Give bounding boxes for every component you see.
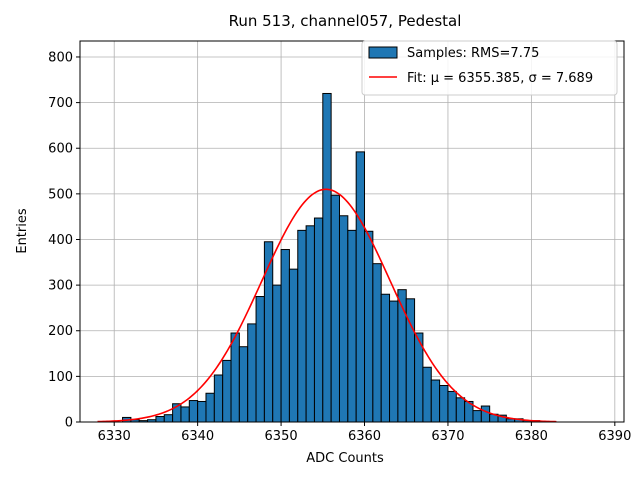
histogram-bar [397, 289, 407, 423]
histogram-bar [330, 194, 340, 423]
histogram-bar [155, 416, 165, 423]
fit-curve-layer [97, 188, 557, 423]
histogram-bar [389, 300, 399, 423]
legend-label-samples: Samples: RMS=7.75 [407, 46, 539, 61]
chart-title: Run 513, channel057, Pedestal [229, 12, 462, 30]
histogram-bars [122, 92, 541, 423]
histogram-bar [197, 400, 207, 423]
histogram-bar [338, 215, 349, 423]
y-tick-label: 100 [48, 370, 73, 385]
histogram-bar [297, 229, 307, 423]
y-tick-label: 200 [48, 324, 73, 339]
histogram-bar [247, 323, 257, 423]
histogram-bar [188, 400, 199, 423]
histogram-bar [238, 346, 249, 423]
histogram-bar [313, 217, 324, 423]
histogram-bar [230, 332, 240, 423]
histogram-bar [263, 241, 274, 423]
x-tick-label: 6340 [181, 429, 214, 444]
legend-box [361, 40, 618, 96]
histogram-bar [422, 366, 432, 423]
legend: Samples: RMS=7.75 Fit: μ = 6355.385, σ =… [361, 40, 618, 96]
y-axis: 0 100 200 300 400 500 600 700 800 [48, 50, 80, 431]
y-tick-label: 0 [65, 416, 73, 431]
x-tick-label: 6350 [265, 429, 298, 444]
histogram-bar [272, 284, 282, 423]
x-tick-label: 6330 [98, 429, 131, 444]
histogram-bar [372, 263, 382, 423]
histogram-bar [439, 384, 449, 423]
x-axis-label: ADC Counts [306, 451, 384, 466]
legend-swatch-samples [368, 46, 398, 59]
histogram-bar [472, 410, 482, 423]
y-tick-label: 800 [48, 50, 73, 65]
histogram-bar [205, 392, 215, 423]
histogram-bar [364, 230, 374, 423]
x-tick-label: 6370 [431, 429, 464, 444]
legend-label-fit: Fit: μ = 6355.385, σ = 7.689 [407, 71, 593, 86]
y-tick-label: 400 [48, 233, 73, 248]
y-tick-label: 500 [48, 187, 73, 202]
histogram-bar [455, 397, 466, 423]
histogram-bar [305, 225, 315, 423]
histogram-bar [355, 151, 366, 423]
histogram-bar [180, 406, 190, 423]
histogram-bar [430, 379, 441, 423]
y-axis-label: Entries [15, 208, 30, 254]
histogram-bar [322, 92, 332, 423]
x-tick-label: 6390 [598, 429, 631, 444]
histogram-bar [255, 296, 265, 423]
histogram-bar [480, 405, 491, 423]
y-tick-label: 600 [48, 142, 73, 157]
histogram-bar [288, 268, 299, 423]
histogram-bar [380, 293, 391, 423]
histogram-bar [347, 229, 357, 423]
histogram-bar [222, 359, 232, 423]
histogram-bar [447, 390, 457, 423]
x-tick-label: 6380 [515, 429, 548, 444]
histogram-bar [213, 374, 224, 423]
y-tick-label: 300 [48, 279, 73, 294]
x-tick-label: 6360 [348, 429, 381, 444]
histogram-bar [163, 414, 174, 423]
histogram-bar [280, 249, 290, 423]
plot-frame [79, 40, 625, 423]
y-tick-label: 700 [48, 96, 73, 111]
x-axis: 6330 6340 6350 6360 6370 6380 6390 [98, 422, 631, 444]
gaussian-fit-curve [97, 188, 557, 423]
